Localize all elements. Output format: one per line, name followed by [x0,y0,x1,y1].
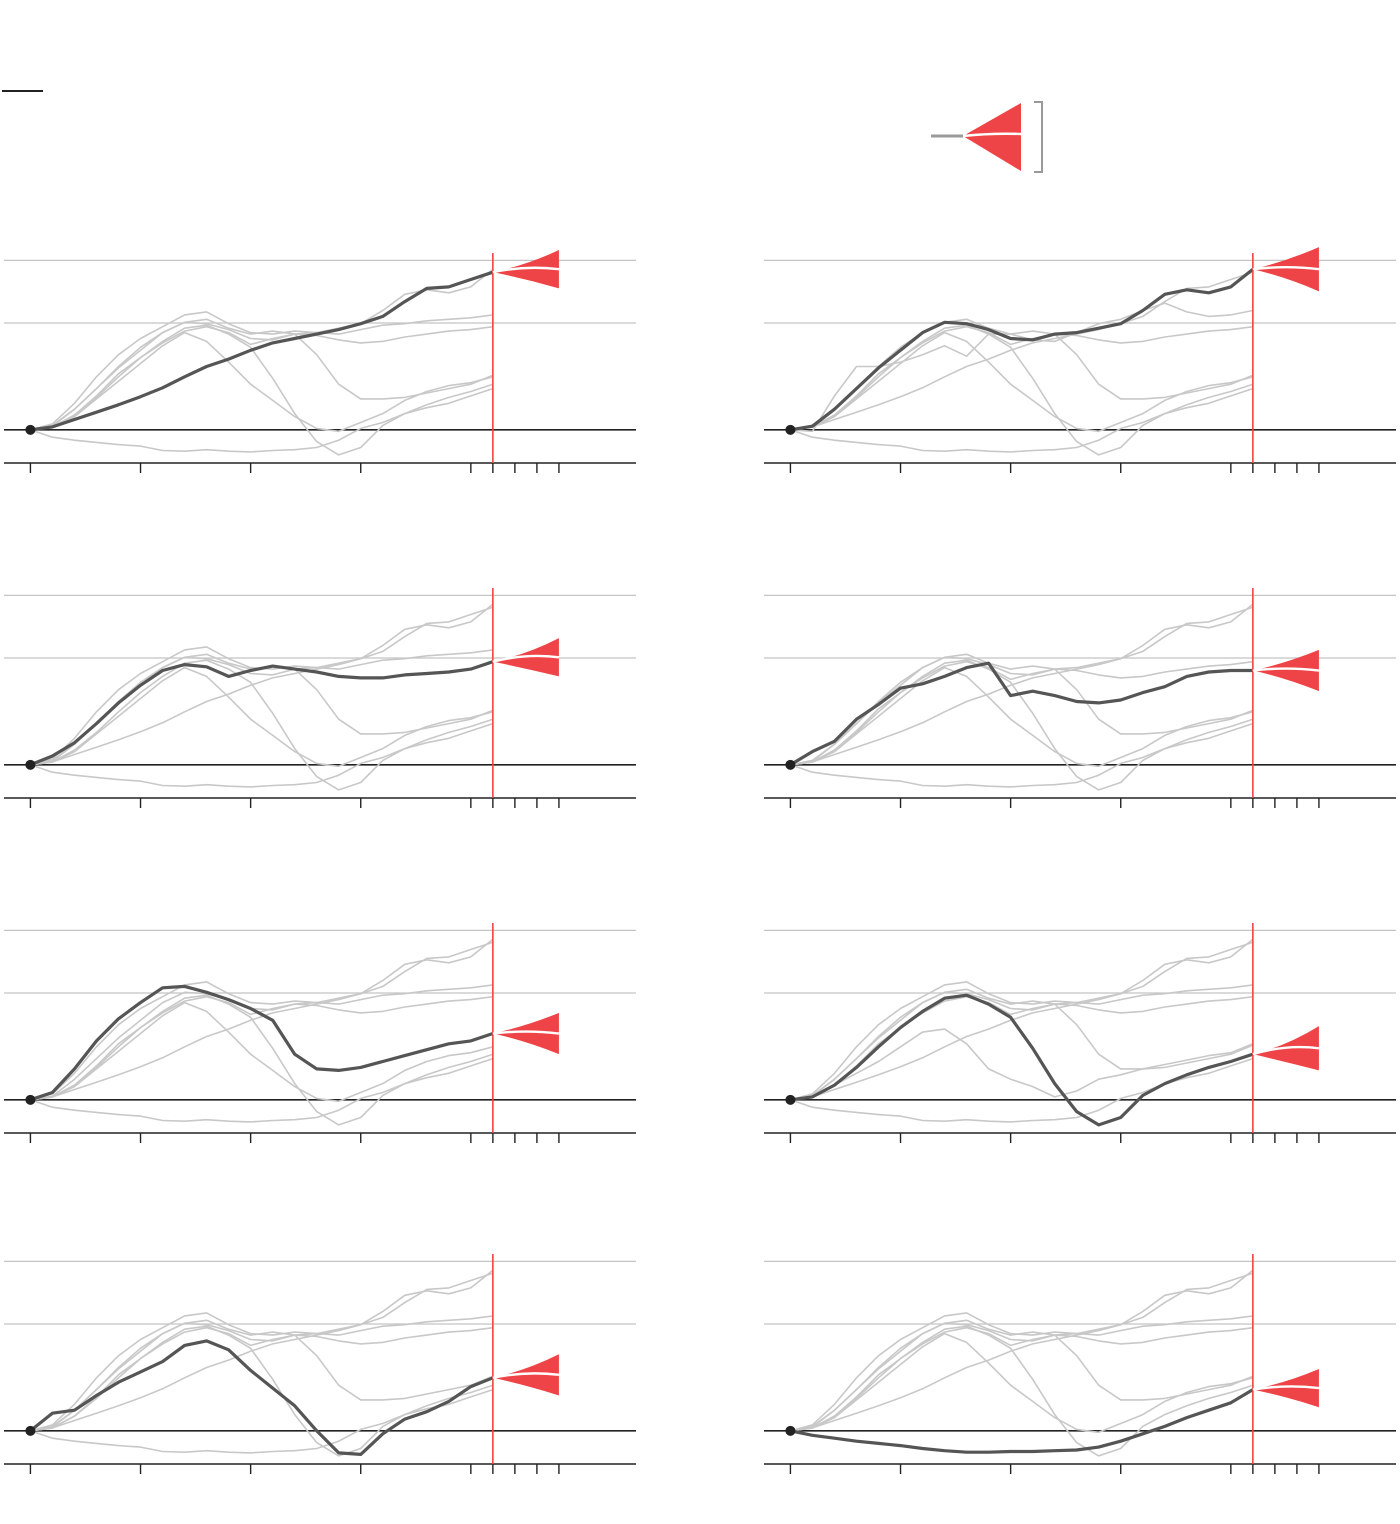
context-line-6 [30,324,494,456]
panel-2 [764,247,1396,473]
panel-6 [764,923,1396,1143]
start-dot [25,759,36,770]
context-line-6 [30,659,494,791]
forecast-median [1252,266,1320,271]
forecast-median [492,266,560,274]
forecast-median [1252,1045,1320,1056]
context-line-7 [790,666,1254,768]
context-line-8 [790,1057,1254,1123]
context-line-7 [790,1332,1254,1434]
context-line-3 [790,660,1254,766]
panel-3 [4,588,636,808]
legend-forecast-median [962,132,1022,138]
context-line-1 [30,606,494,766]
context-line-3 [790,995,1254,1101]
highlight-line [28,984,495,1102]
context-line-3 [30,1326,494,1432]
context-line-6 [790,1325,1254,1457]
context-line-4 [30,981,494,1101]
context-line-8 [30,387,494,453]
context-line-1 [790,1272,1254,1432]
context-line-1 [790,271,1254,431]
legend [2,90,1043,173]
panel-4 [764,588,1396,808]
highlight-line [788,661,1255,767]
context-line-6 [30,994,494,1126]
context-line-8 [30,722,494,788]
context-line-5 [790,653,1254,766]
forecast-fan [1252,247,1319,292]
context-line-7 [30,331,494,433]
forecast-median [492,1372,560,1379]
context-line-8 [30,1388,494,1454]
context-line-2 [30,938,494,1101]
start-dot [785,1425,796,1436]
context-line-3 [30,995,494,1101]
context-line-1 [30,1272,494,1432]
highlight-line [788,267,1255,432]
forecast-fan [492,1012,559,1055]
context-line-6 [790,324,1254,456]
context-line-6 [790,659,1254,791]
panel-8 [764,1254,1396,1474]
forecast-fan [492,250,559,289]
forecast-median [492,1030,560,1035]
start-dot [25,424,36,435]
context-line-6 [30,1325,494,1457]
forecast-median [1252,1385,1320,1391]
context-line-3 [30,325,494,431]
context-line-3 [790,325,1254,431]
start-dot [785,1094,796,1105]
context-line-7 [790,331,1254,433]
context-line-4 [790,1312,1254,1432]
highlight-line [28,660,495,767]
forecast-fan [1252,649,1319,692]
context-line-8 [790,387,1254,453]
context-line-7 [30,1001,494,1103]
start-dot [25,1425,36,1436]
panel-7 [4,1254,636,1474]
context-line-5 [790,988,1254,1101]
highlight-line [788,1388,1255,1454]
context-line-8 [790,722,1254,788]
context-line-4 [790,302,1254,433]
legend-range-bracket [1034,101,1043,173]
start-dot [785,424,796,435]
context-line-1 [790,606,1254,766]
highlight-line [28,1339,495,1456]
forecast-fan [1252,1368,1319,1408]
context-line-4 [30,646,494,766]
context-line-7 [30,666,494,768]
context-line-5 [790,318,1254,431]
context-line-7 [790,1028,1254,1101]
panel-5 [4,923,636,1143]
context-line-3 [790,1326,1254,1432]
context-line-1 [30,941,494,1101]
context-line-8 [30,1057,494,1123]
context-line-5 [30,1319,494,1432]
forecast-fan [492,1354,559,1396]
start-dot [25,1094,36,1105]
highlight-line [28,270,495,432]
start-dot [785,759,796,770]
context-line-1 [790,941,1254,1101]
panels [4,247,1396,1474]
forecast-median [1252,667,1320,672]
highlight-line [788,993,1255,1127]
legend-forecast-fan [963,103,1021,171]
forecast-median [492,654,560,663]
panel-1 [4,250,636,473]
